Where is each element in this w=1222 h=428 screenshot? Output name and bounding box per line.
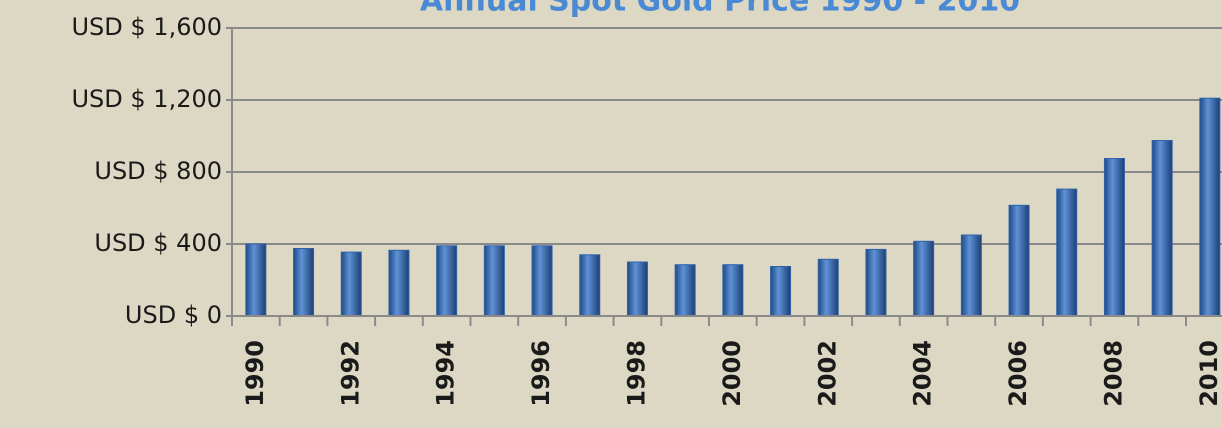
bar — [531, 245, 553, 317]
y-tick-label: USD $ 800 — [94, 157, 222, 185]
y-tick-label: USD $ 400 — [94, 229, 222, 257]
x-tick-label: 2008 — [1099, 340, 1127, 407]
bar — [340, 251, 362, 317]
bar — [722, 264, 744, 317]
bar — [388, 249, 410, 317]
bar — [674, 264, 696, 317]
x-tick-label: 1998 — [622, 340, 650, 407]
x-tick-label: 1994 — [432, 340, 460, 407]
bar — [770, 266, 792, 317]
bar — [293, 248, 315, 317]
bar — [1103, 158, 1125, 317]
x-tick-label: 2004 — [909, 340, 937, 407]
y-tick-label: USD $ 0 — [125, 301, 222, 329]
x-tick-label: 1996 — [527, 340, 555, 407]
bar — [436, 245, 458, 317]
x-tick-label: 2006 — [1004, 340, 1032, 407]
bar — [245, 243, 267, 317]
bar — [579, 254, 601, 317]
bar — [483, 245, 505, 317]
y-tick-label: USD $ 1,600 — [71, 13, 222, 41]
bar — [1008, 204, 1030, 317]
bar — [960, 234, 982, 317]
x-tick-label: 2002 — [813, 340, 841, 407]
x-tick-label: 2010 — [1195, 340, 1222, 407]
bar — [1056, 188, 1078, 317]
bar — [913, 240, 935, 317]
y-tick-label: USD $ 1,200 — [71, 85, 222, 113]
x-tick-label: 2000 — [718, 340, 746, 407]
bar — [1199, 97, 1221, 317]
chart-title: Annual Spot Gold Price 1990 - 2010 — [420, 0, 1020, 19]
bar — [817, 258, 839, 317]
x-tick-label: 1990 — [241, 340, 269, 407]
bar — [626, 261, 648, 317]
bar — [865, 248, 887, 317]
bar — [1151, 140, 1173, 317]
x-tick-label: 1992 — [336, 340, 364, 407]
